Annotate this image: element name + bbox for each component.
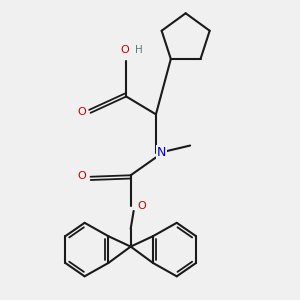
Text: O: O xyxy=(138,201,146,211)
Text: N: N xyxy=(157,146,166,159)
Text: O: O xyxy=(78,107,87,117)
Text: O: O xyxy=(120,44,129,55)
Text: O: O xyxy=(78,171,87,181)
Text: H: H xyxy=(135,44,142,55)
